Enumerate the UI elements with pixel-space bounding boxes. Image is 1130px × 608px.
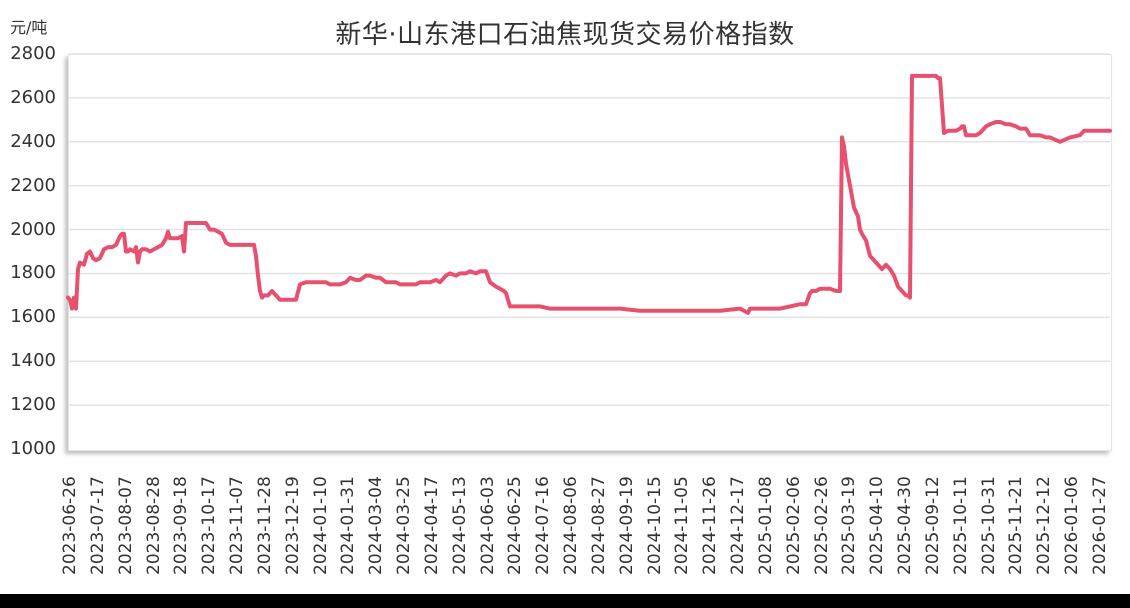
y-tick-label: 2600 (10, 86, 56, 108)
y-tick-label: 2200 (10, 174, 56, 196)
y-axis-unit-label: 元/吨 (10, 18, 48, 37)
price-line (66, 73, 1112, 315)
chart-canvas: 元/吨 新华·山东港口石油焦现货交易价格指数 1000 1200 1400 1600 1… (0, 0, 1130, 594)
y-tick-label: 1400 (10, 350, 56, 372)
y-tick-label: 2000 (10, 218, 56, 240)
chart-title: 新华·山东港口石油焦现货交易价格指数 (335, 20, 795, 50)
y-tick-label: 2400 (10, 130, 56, 152)
y-tick-label: 2800 (10, 43, 56, 64)
y-tick-label: 1800 (10, 262, 56, 284)
y-tick-label: 1600 (10, 306, 56, 328)
line-series (66, 53, 1112, 406)
bottom-bar (0, 594, 1130, 608)
plot-area (68, 54, 1112, 451)
y-tick-label: 1200 (10, 394, 56, 416)
y-tick-label: 1000 (10, 438, 56, 459)
